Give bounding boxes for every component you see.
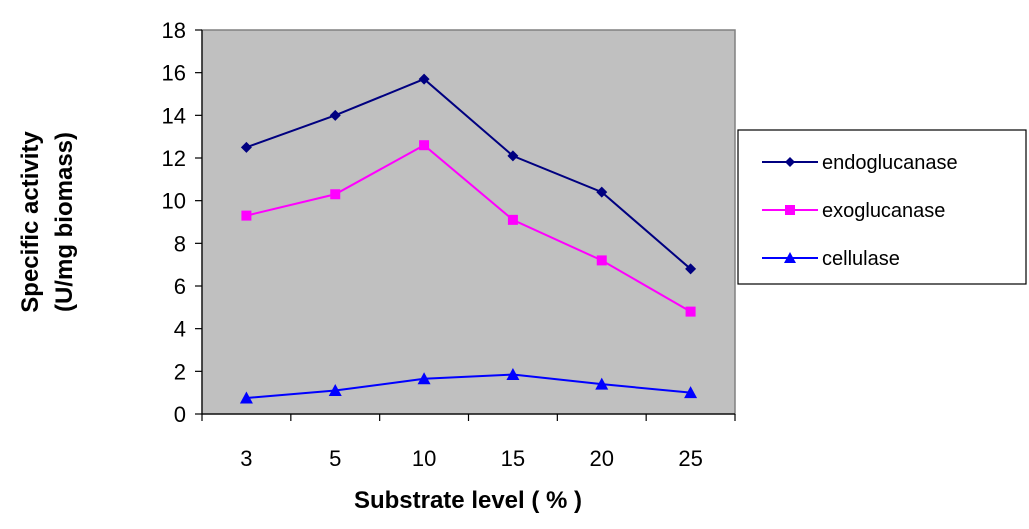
series-cellulase — [239, 368, 698, 404]
legend-item-cellulase: cellulase — [762, 248, 900, 270]
series-line-cellulase — [246, 373, 691, 399]
x-tick-label: 3 — [240, 446, 252, 471]
y-tick-label: 14 — [162, 103, 186, 128]
y-tick-label: 18 — [162, 18, 186, 43]
x-tick-label: 5 — [329, 446, 341, 471]
data-point-cellulase — [417, 372, 431, 385]
data-point-endoglucanase — [507, 150, 519, 162]
legend-swatch-marker — [784, 252, 796, 263]
y-tick-label: 8 — [174, 231, 186, 256]
series-line-endoglucanase — [246, 77, 692, 270]
data-point-cellulase — [684, 386, 698, 399]
data-point-endoglucanase — [329, 109, 341, 121]
data-point-endoglucanase — [596, 186, 608, 198]
data-point-exoglucanase — [419, 140, 430, 151]
legend-label: endoglucanase — [822, 152, 958, 174]
y-tick-label: 10 — [162, 189, 186, 214]
y-tick-label: 0 — [174, 402, 186, 427]
data-point-cellulase — [328, 384, 342, 397]
x-tick-label: 10 — [412, 446, 436, 471]
y-tick-label: 2 — [174, 359, 186, 384]
data-point-cellulase — [506, 368, 520, 381]
series-endoglucanase — [240, 73, 697, 275]
data-point-exoglucanase — [241, 210, 252, 221]
x-tick-label: 15 — [501, 446, 525, 471]
legend-swatch-marker — [785, 205, 795, 215]
legend: endoglucanase exoglucanase cellulase — [737, 129, 1027, 285]
legend-item-exoglucanase: exoglucanase — [762, 200, 945, 222]
data-point-endoglucanase — [685, 263, 697, 275]
series-exoglucanase — [241, 140, 696, 317]
x-tick-label: 20 — [590, 446, 614, 471]
x-tick-label: 25 — [678, 446, 702, 471]
y-tick-label: 4 — [174, 317, 186, 342]
data-point-exoglucanase — [330, 189, 341, 200]
data-point-cellulase — [239, 391, 253, 404]
data-point-exoglucanase — [685, 306, 696, 317]
x-axis-title: Substrate level ( % ) — [354, 487, 582, 514]
plot-area — [201, 29, 736, 415]
data-point-cellulase — [595, 377, 609, 390]
y-axis-title-line2: (U/mg biomass) — [51, 132, 78, 312]
legend-swatch-marker — [785, 157, 795, 167]
data-point-exoglucanase — [596, 255, 607, 266]
data-point-exoglucanase — [507, 214, 518, 225]
y-tick-label: 6 — [174, 274, 186, 299]
series-layer — [239, 73, 698, 404]
legend-label: exoglucanase — [822, 200, 945, 222]
y-axis: 0 2 4 6 8 10 12 14 16 18 — [162, 18, 203, 427]
series-line-exoglucanase — [246, 143, 692, 313]
x-axis: 3 5 10 15 20 25 — [201, 413, 736, 471]
data-point-endoglucanase — [418, 73, 430, 85]
y-axis-title-line1: Specific activity — [17, 131, 44, 313]
legend-label: cellulase — [822, 248, 900, 270]
legend-item-endoglucanase: endoglucanase — [762, 152, 958, 174]
y-tick-label: 12 — [162, 146, 186, 171]
data-point-endoglucanase — [240, 141, 252, 153]
y-tick-label: 16 — [162, 61, 186, 86]
